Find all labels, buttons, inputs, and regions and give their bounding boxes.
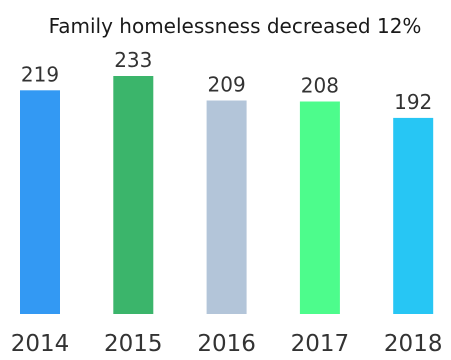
- value-label-2016: 209: [208, 73, 246, 97]
- value-label-2014: 219: [21, 62, 59, 86]
- value-labels-group: 219 233 209 208 192: [21, 48, 432, 114]
- chart-title: Family homelessness decreased 12%: [49, 14, 422, 38]
- x-axis-tick-labels: 2014 2015 2016 2017 2018: [11, 331, 443, 357]
- bars-group: [20, 76, 434, 315]
- x-tick-label-2016: 2016: [197, 331, 256, 357]
- bar-2016: [206, 100, 247, 314]
- x-tick-label-2018: 2018: [384, 331, 443, 357]
- value-label-2015: 233: [114, 48, 152, 72]
- bar-2014: [20, 90, 60, 314]
- x-tick-label-2014: 2014: [11, 331, 70, 357]
- bar-2018: [393, 117, 434, 315]
- bar-2015: [113, 76, 154, 314]
- value-label-2017: 208: [301, 74, 339, 98]
- value-label-2018: 192: [394, 90, 432, 114]
- x-tick-label-2015: 2015: [104, 331, 163, 357]
- x-tick-label-2017: 2017: [291, 331, 350, 357]
- bar-2017: [299, 101, 340, 314]
